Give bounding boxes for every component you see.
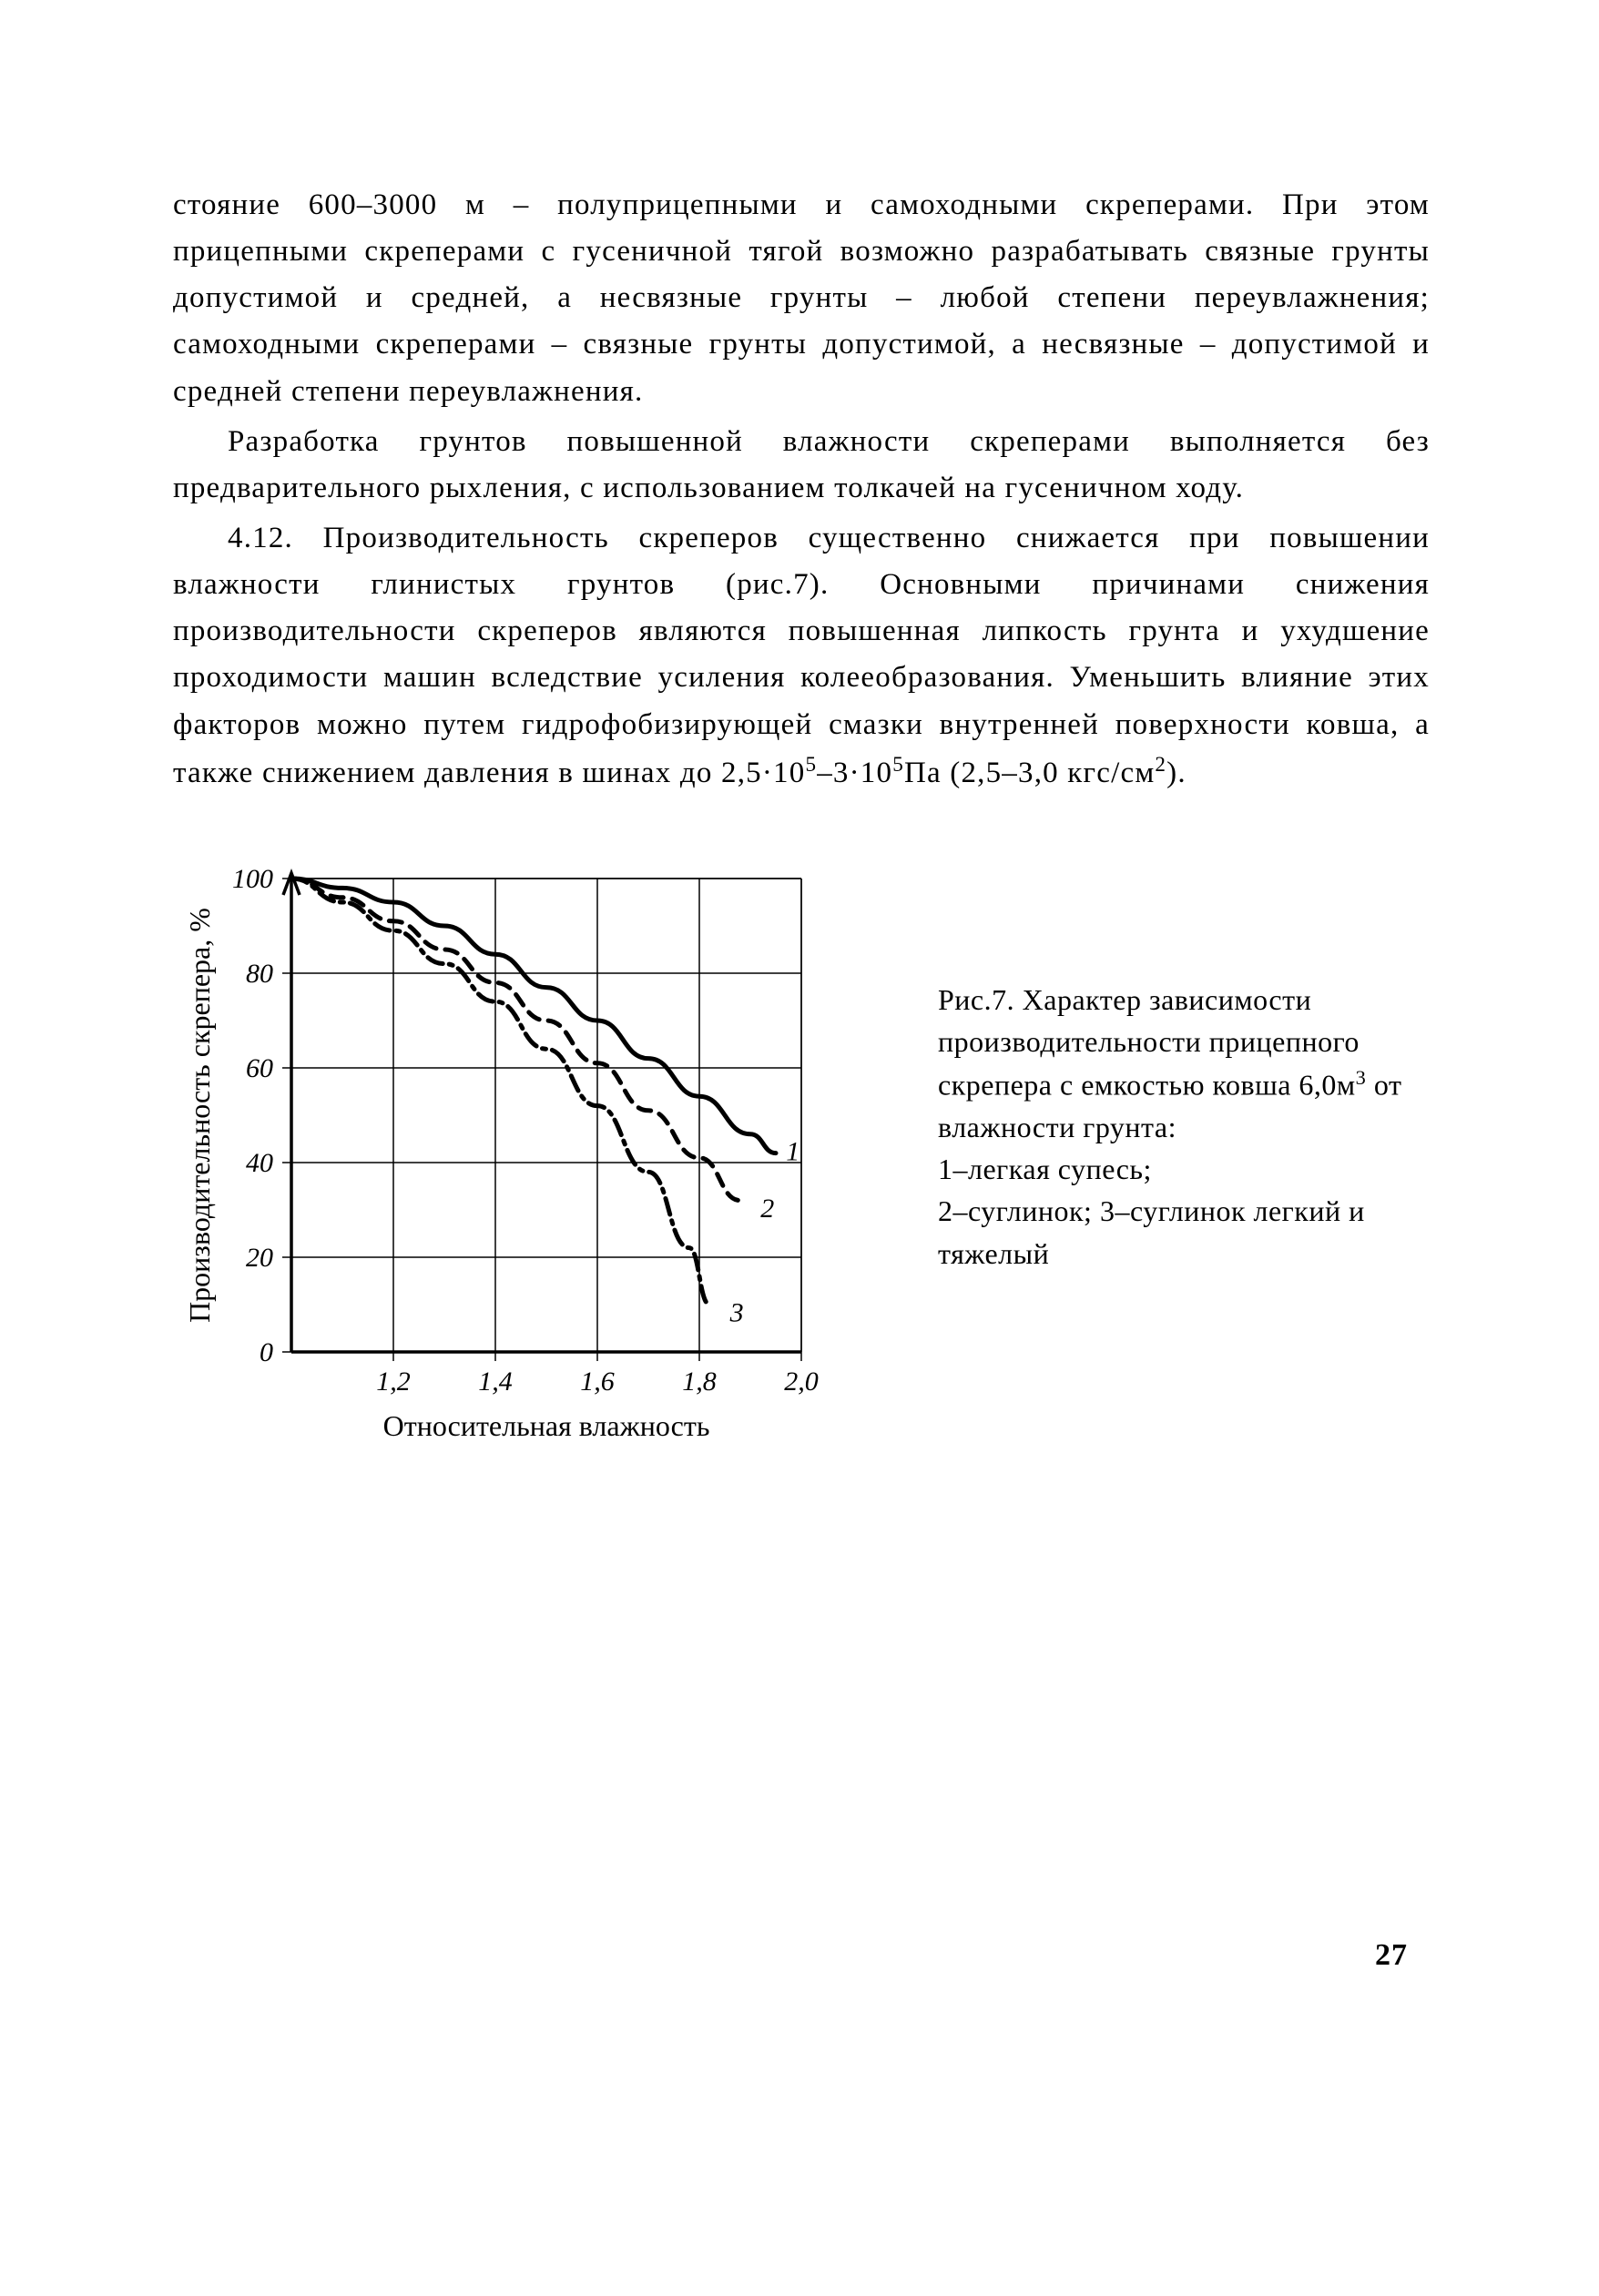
- svg-text:40: 40: [246, 1148, 273, 1178]
- svg-text:20: 20: [246, 1243, 273, 1273]
- svg-text:1,2: 1,2: [376, 1366, 411, 1397]
- paragraph-2: Разработка грунтов повышенной влажности …: [173, 419, 1430, 512]
- svg-text:3: 3: [729, 1297, 744, 1327]
- svg-text:0: 0: [260, 1337, 273, 1367]
- svg-text:2: 2: [760, 1194, 774, 1224]
- svg-text:60: 60: [246, 1053, 273, 1083]
- p3-text: 4.12. Производительность скреперов сущес…: [173, 522, 1430, 789]
- p3-sup1: 5: [805, 752, 817, 776]
- svg-text:80: 80: [246, 959, 273, 989]
- chart-svg: 1,2 1,4 1,6 1,8 2,0 0 20 40 60 80 100 Относительная…: [173, 851, 865, 1507]
- svg-text:Относительная влажность: Относительная влажность: [383, 1409, 710, 1442]
- p3-sup2: 5: [892, 752, 904, 776]
- svg-text:Производительность скрепера, %: Производительность скрепера, %: [183, 908, 216, 1323]
- svg-text:2,0: 2,0: [784, 1366, 819, 1397]
- svg-text:1: 1: [786, 1136, 800, 1166]
- caption-sup: 3: [1356, 1066, 1367, 1089]
- p3-sup3: 2: [1155, 752, 1166, 776]
- caption-l1: Рис.7. Характер зависимости производител…: [938, 983, 1360, 1101]
- paragraph-1: стояние 600–3000 м – полуприцепными и са…: [173, 182, 1430, 415]
- paragraph-3: 4.12. Производительность скреперов сущес…: [173, 515, 1430, 797]
- svg-text:1,8: 1,8: [682, 1366, 717, 1397]
- svg-text:1,4: 1,4: [478, 1366, 513, 1397]
- figure-7: 1,2 1,4 1,6 1,8 2,0 0 20 40 60 80 100 Относительная…: [173, 851, 1430, 1507]
- caption-l4: 2–суглинок; 3–суглинок легкий и тяжелый: [938, 1194, 1365, 1269]
- svg-text:1,6: 1,6: [580, 1366, 615, 1397]
- p3-mid: –3·10: [817, 757, 892, 789]
- p3-end: ).: [1166, 757, 1187, 789]
- caption-l3: 1–легкая супесь;: [938, 1153, 1152, 1185]
- svg-text:100: 100: [232, 864, 273, 894]
- page-content: стояние 600–3000 м – полуприцепными и са…: [173, 182, 1430, 1507]
- figure-caption: Рис.7. Характер зависимости производител…: [938, 979, 1430, 1275]
- page-number: 27: [1375, 1938, 1408, 1973]
- p3-pa: Па (2,5–3,0 кгс/см: [904, 757, 1155, 789]
